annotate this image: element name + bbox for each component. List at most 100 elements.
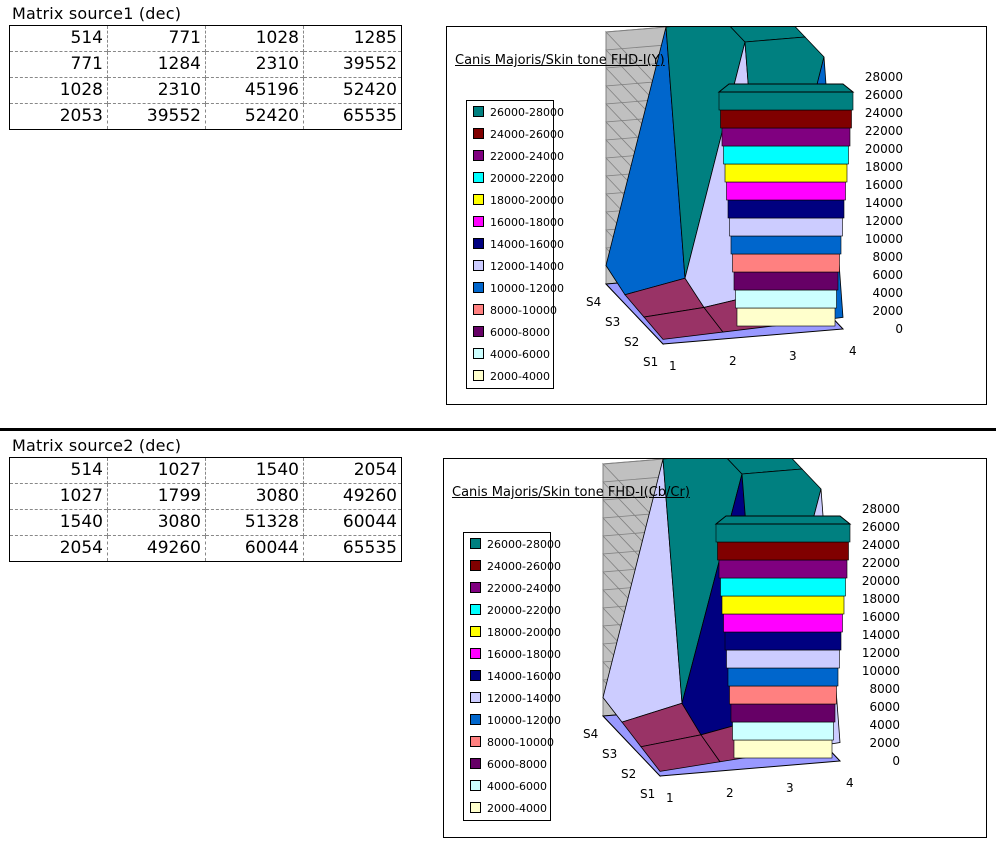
matrix-cell: 3080 — [107, 509, 206, 536]
legend-swatch — [470, 692, 481, 703]
surface-band — [720, 109, 852, 129]
legend-item: 14000-16000 — [473, 238, 564, 251]
legend-label: 24000-26000 — [487, 560, 561, 573]
matrix-cell: 2310 — [205, 51, 304, 78]
chart-legend: 26000-28000 24000-26000 22000-24000 20000-2… — [466, 100, 564, 389]
matrix-cell: 1028 — [205, 25, 304, 52]
surface-band — [726, 181, 846, 201]
series-label: S4 — [586, 295, 601, 309]
legend-swatch — [470, 626, 481, 637]
surface-band — [736, 307, 836, 327]
chart-svg: 2800026000240002200020000180001600014000… — [583, 459, 900, 805]
table-row: 514 1027 1540 2054 — [9, 457, 402, 484]
legend-label: 20000-22000 — [487, 604, 561, 617]
matrix-cell: 1799 — [107, 483, 206, 510]
surface-band — [729, 217, 843, 237]
legend-label: 6000-8000 — [487, 758, 547, 771]
surface-band — [724, 163, 848, 183]
z-tick-label: 22000 — [865, 124, 903, 138]
matrix-cell: 771 — [9, 51, 108, 78]
matrix-cell: 39552 — [303, 51, 402, 78]
surface-band — [730, 703, 836, 723]
legend-swatch — [473, 238, 484, 249]
legend-swatch — [470, 802, 481, 813]
legend-item: 10000-12000 — [470, 714, 561, 727]
chart-legend: 26000-28000 24000-26000 22000-24000 20000-2… — [463, 532, 561, 821]
legend-item: 14000-16000 — [470, 670, 561, 683]
z-tick-label: 10000 — [862, 664, 900, 678]
z-tick-label: 24000 — [862, 538, 900, 552]
matrix-cell: 514 — [9, 457, 108, 484]
surface-cap — [717, 83, 855, 93]
legend-swatch — [473, 106, 484, 117]
legend-label: 10000-12000 — [487, 714, 561, 727]
series-label: S1 — [640, 787, 655, 801]
legend-item: 4000-6000 — [473, 348, 550, 361]
legend-swatch — [470, 714, 481, 725]
legend-item: 4000-6000 — [470, 780, 547, 793]
matrix-cell: 3080 — [205, 483, 304, 510]
legend-swatch — [470, 648, 481, 659]
matrix-cell: 60044 — [303, 509, 402, 536]
series-label: S2 — [621, 767, 636, 781]
matrix-cell: 1540 — [205, 457, 304, 484]
legend-label: 14000-16000 — [487, 670, 561, 683]
legend-item: 8000-10000 — [473, 304, 557, 317]
surface-band — [715, 523, 851, 543]
z-tick-label: 16000 — [862, 610, 900, 624]
legend-swatch — [473, 348, 484, 359]
z-tick-label: 0 — [892, 754, 900, 768]
legend-label: 2000-4000 — [487, 802, 547, 815]
legend-label: 20000-22000 — [490, 172, 564, 185]
legend-label: 26000-28000 — [490, 106, 564, 119]
x-tick-label: 3 — [789, 349, 797, 363]
legend-label: 4000-6000 — [490, 348, 550, 361]
matrix-cell: 1027 — [9, 483, 108, 510]
matrix-cell: 1284 — [107, 51, 206, 78]
z-tick-label: 4000 — [872, 286, 903, 300]
surface-band — [717, 541, 849, 561]
matrix-cell: 52420 — [303, 77, 402, 104]
z-tick-label: 24000 — [865, 106, 903, 120]
chart-title: Canis Majoris/Skin tone FHD-I(Cb/Cr) — [452, 485, 690, 500]
surface-band — [733, 271, 839, 291]
legend-label: 18000-20000 — [490, 194, 564, 207]
chart-svg: 2800026000240002200020000180001600014000… — [586, 27, 903, 373]
surface-band — [730, 235, 842, 255]
surface-band — [721, 127, 851, 147]
surface-chart-cbcr[interactable]: 28000 26000 24000 22000 20000 18000 16000 14000… — [443, 458, 987, 838]
legend-swatch — [470, 758, 481, 769]
legend-swatch — [473, 194, 484, 205]
surface-band — [720, 577, 846, 597]
legend-item: 10000-12000 — [473, 282, 564, 295]
x-tick-label: 2 — [726, 786, 734, 800]
matrix1-table: 514 771 1028 1285 771 1284 2310 39552 10… — [9, 25, 402, 130]
table-row: 2054 49260 60044 65535 — [9, 535, 402, 562]
z-tick-label: 28000 — [865, 70, 903, 84]
legend-item: 22000-24000 — [473, 150, 564, 163]
matrix2-table: 514 1027 1540 2054 1027 1799 3080 49260 … — [9, 457, 402, 562]
legend-swatch — [470, 538, 481, 549]
z-tick-label: 20000 — [862, 574, 900, 588]
surface-band — [718, 559, 848, 579]
surface-band — [721, 595, 845, 615]
legend-item: 20000-22000 — [473, 172, 564, 185]
surface-chart-y[interactable]: 28000 26000 24000 22000 20000 18000 16000 14000… — [446, 26, 987, 405]
matrix-cell: 2054 — [303, 457, 402, 484]
legend-label: 16000-18000 — [487, 648, 561, 661]
z-tick-label: 12000 — [862, 646, 900, 660]
z-tick-label: 10000 — [865, 232, 903, 246]
z-tick-label: 6000 — [872, 268, 903, 282]
legend-item: 22000-24000 — [470, 582, 561, 595]
legend-item: 6000-8000 — [473, 326, 550, 339]
surface-band — [729, 685, 837, 705]
legend-swatch — [473, 128, 484, 139]
legend-item: 2000-4000 — [473, 370, 550, 383]
matrix-cell: 1028 — [9, 77, 108, 104]
legend-item: 20000-22000 — [470, 604, 561, 617]
legend-label: 16000-18000 — [490, 216, 564, 229]
z-tick-label: 16000 — [865, 178, 903, 192]
surface-band — [735, 289, 837, 309]
legend-label: 22000-24000 — [487, 582, 561, 595]
legend-label: 26000-28000 — [487, 538, 561, 551]
